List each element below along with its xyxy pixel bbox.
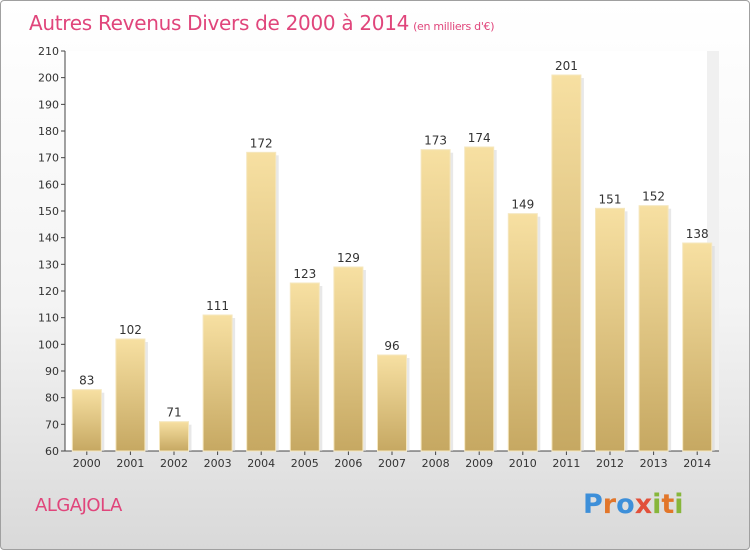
x-tick-label: 2001 bbox=[116, 457, 144, 470]
bar bbox=[507, 213, 538, 452]
y-tick-label: 60 bbox=[45, 445, 59, 458]
bars bbox=[71, 74, 715, 452]
data-label: 172 bbox=[250, 136, 273, 150]
y-tick-label: 200 bbox=[38, 72, 59, 85]
data-label: 83 bbox=[79, 374, 94, 388]
proxiti-logo: Proxiti bbox=[583, 489, 684, 520]
x-tick-label: 2008 bbox=[422, 457, 450, 470]
bar bbox=[115, 338, 146, 452]
data-label: 102 bbox=[119, 323, 142, 337]
data-label: 111 bbox=[206, 299, 229, 313]
data-label: 96 bbox=[384, 339, 399, 353]
x-tick-label: 2005 bbox=[291, 457, 319, 470]
commune-label: ALGAJOLA bbox=[35, 495, 122, 516]
data-label: 151 bbox=[599, 192, 622, 206]
bar bbox=[159, 421, 189, 452]
y-tick-label: 90 bbox=[45, 365, 59, 378]
y-tick-label: 140 bbox=[38, 232, 59, 245]
logo-letter: i bbox=[652, 489, 662, 520]
data-label: 123 bbox=[293, 267, 316, 281]
logo-letter: P bbox=[583, 489, 603, 520]
y-tick-label: 120 bbox=[38, 285, 59, 298]
y-tick-label: 70 bbox=[45, 418, 59, 431]
x-tick-label: 2007 bbox=[378, 457, 406, 470]
data-label: 149 bbox=[511, 198, 534, 212]
x-axis: 2000 2001 2002 2003 2004 2005 2006 2007 2008 2009… bbox=[65, 450, 719, 470]
data-label: 201 bbox=[555, 59, 578, 73]
y-tick-label: 80 bbox=[45, 392, 59, 405]
bar bbox=[377, 354, 407, 452]
chart-subtitle: (en milliers d'€) bbox=[413, 20, 495, 33]
x-tick-label: 2014 bbox=[683, 457, 711, 470]
data-label: 71 bbox=[166, 406, 181, 420]
y-tick-label: 100 bbox=[38, 338, 59, 351]
y-tick-label: 180 bbox=[38, 125, 59, 138]
data-label: 129 bbox=[337, 251, 360, 265]
x-tick-label: 2009 bbox=[465, 457, 493, 470]
x-tick-label: 2006 bbox=[334, 457, 362, 470]
bar bbox=[464, 146, 495, 452]
x-tick-label: 2004 bbox=[247, 457, 275, 470]
bar bbox=[682, 242, 713, 452]
y-tick-label: 130 bbox=[38, 258, 59, 271]
data-label: 152 bbox=[642, 190, 665, 204]
bar bbox=[638, 205, 669, 452]
y-tick-label: 190 bbox=[38, 98, 59, 111]
bar bbox=[595, 207, 625, 452]
logo-letter: o bbox=[616, 489, 635, 520]
bar bbox=[333, 266, 364, 452]
data-label: 174 bbox=[468, 131, 491, 145]
chart-title: Autres Revenus Divers de 2000 à 2014 (en … bbox=[29, 11, 495, 35]
chart-title-text: Autres Revenus Divers de 2000 à 2014 bbox=[29, 11, 410, 35]
logo-letter: i bbox=[674, 489, 684, 520]
data-label: 138 bbox=[686, 227, 709, 241]
x-tick-label: 2003 bbox=[204, 457, 232, 470]
y-tick-label: 210 bbox=[38, 45, 59, 58]
bar bbox=[71, 389, 102, 452]
x-tick-label: 2013 bbox=[640, 457, 668, 470]
y-axis: 60 70 80 90 100 110 120 130 140 150 160 170 180 190 20… bbox=[38, 45, 66, 458]
x-tick-label: 2010 bbox=[509, 457, 537, 470]
bar bbox=[202, 314, 233, 452]
y-tick-label: 160 bbox=[38, 178, 59, 191]
bar bbox=[246, 151, 277, 452]
y-tick-label: 170 bbox=[38, 152, 59, 165]
logo-letter: t bbox=[661, 489, 675, 520]
bar bbox=[420, 149, 451, 452]
x-tick-label: 2000 bbox=[73, 457, 101, 470]
logo-letter: r bbox=[602, 489, 617, 520]
y-tick-label: 150 bbox=[38, 205, 59, 218]
data-label: 173 bbox=[424, 134, 447, 148]
data-labels: 83 102 71 111 172 123 129 96 173 174 149 201 151 152 1… bbox=[79, 59, 708, 420]
x-tick-label: 2002 bbox=[160, 457, 188, 470]
bar bbox=[289, 282, 320, 452]
bar bbox=[551, 74, 582, 452]
x-tick-label: 2012 bbox=[596, 457, 624, 470]
logo-letter: x bbox=[634, 489, 653, 520]
x-tick-label: 2011 bbox=[552, 457, 580, 470]
y-tick-label: 110 bbox=[38, 312, 59, 325]
